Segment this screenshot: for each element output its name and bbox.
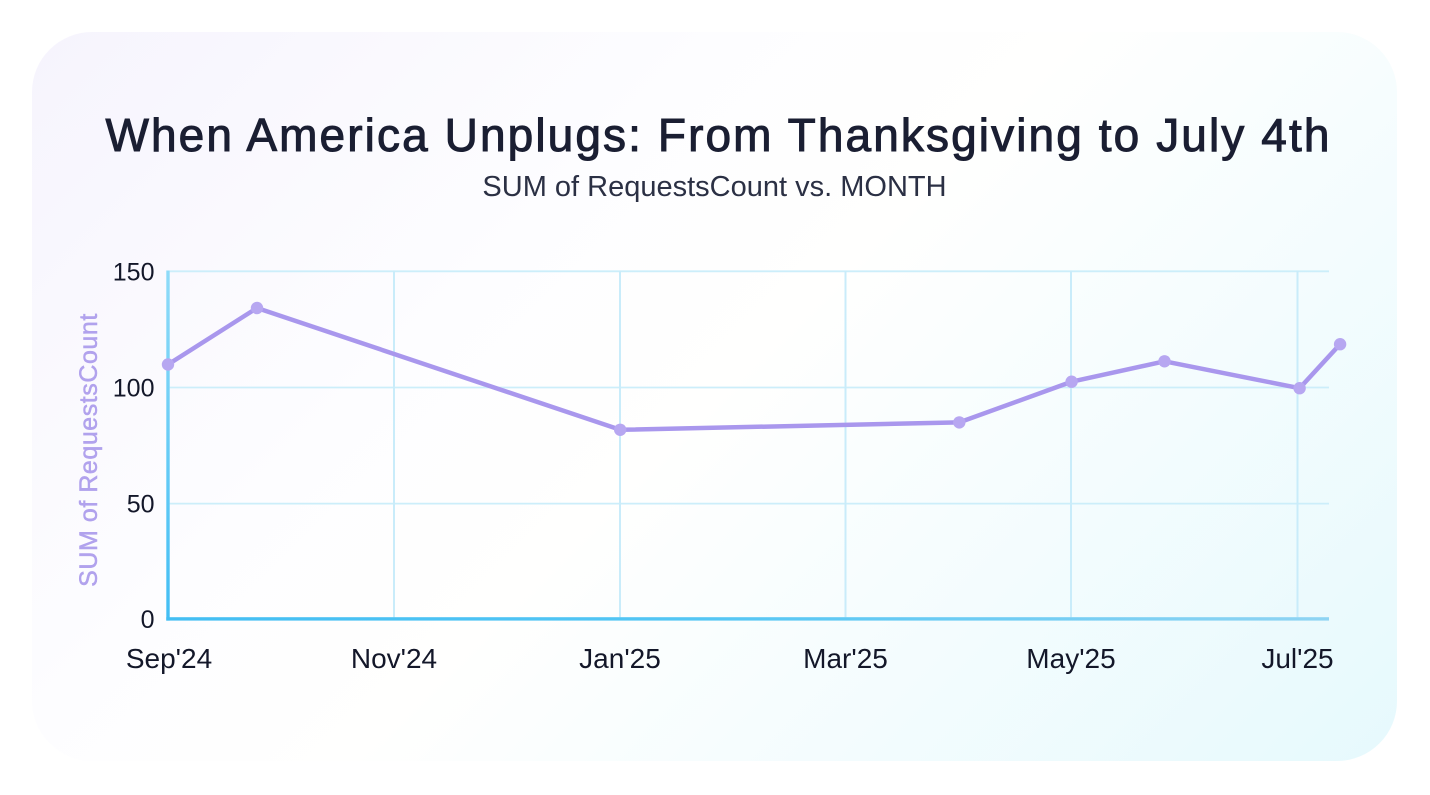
svg-text:SUM of RequestsCount: SUM of RequestsCount: [75, 313, 103, 587]
svg-text:0: 0: [141, 606, 155, 634]
svg-text:50: 50: [127, 491, 155, 519]
svg-text:Nov'24: Nov'24: [351, 643, 437, 674]
svg-text:100: 100: [113, 375, 155, 403]
svg-text:Mar'25: Mar'25: [803, 643, 888, 674]
svg-text:Sep'24: Sep'24: [126, 643, 212, 674]
svg-text:Jan'25: Jan'25: [579, 643, 661, 674]
svg-text:Jul'25: Jul'25: [1261, 643, 1333, 674]
svg-text:May'25: May'25: [1026, 643, 1115, 674]
svg-text:150: 150: [113, 258, 155, 286]
